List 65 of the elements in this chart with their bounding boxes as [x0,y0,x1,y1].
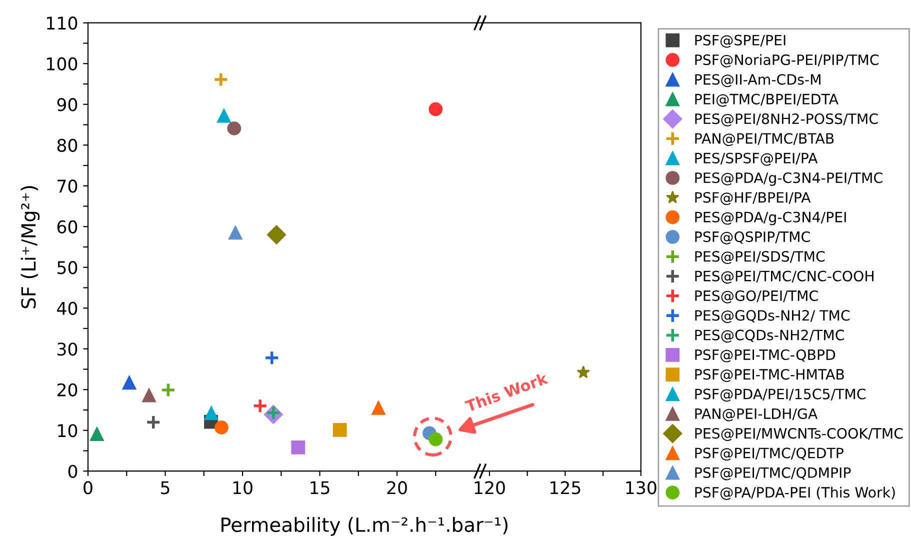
y-axis-title: SF (Li⁺/Mg²⁺) [20,186,40,308]
legend-label: PSF@PEI-TMC-QBPD [695,349,836,362]
point [264,350,280,366]
x-axis-title: Permeability (L.m⁻².h⁻¹.bar⁻¹) [222,517,508,536]
y-tick-label: 40 [57,302,78,315]
point [160,382,176,398]
y-tick-label: 0 [68,464,78,478]
point [227,121,242,136]
point [332,423,347,437]
point [428,102,443,116]
x-tick-label: 120 [474,481,505,494]
y-tick-label: 90 [57,98,78,112]
legend-label: PSF@PA/PDA-PEI (This Work) [695,486,895,500]
x-tick-label: 5 [161,481,170,494]
point [146,414,161,430]
point [372,400,386,415]
x-tick-label: 20 [387,481,407,494]
legend-label: PES@PEI/8NH2-POSS/TMC [695,113,878,126]
point [266,225,286,244]
legend-label: PSF@HF/BPEI/PA [695,192,811,206]
legend-label: PES/SPSF@PEI/PA [695,152,818,166]
point [204,406,218,420]
point [90,427,104,441]
legend-label: PES@GQDs-NH2/ TMC [695,310,850,323]
y-tick-label: 100 [47,57,78,70]
point [213,72,229,88]
y-tick-label: 20 [57,383,78,396]
x-tick-label: 0 [84,481,92,494]
y-tick-label: 110 [47,16,78,30]
point [252,398,268,414]
y-tick-label: 10 [58,424,78,438]
x-tick-label: 130 [626,481,656,494]
legend-label: PSF@NoriaPG-PEI/PIP/TMC [695,54,879,68]
x-tick-label: 15 [310,481,330,494]
legend-label: PSF@PEI-TMC-HMTAB [695,368,844,382]
point [291,440,306,454]
point [142,388,156,402]
legend-label: PSF@PDA/PEI/15C5/TMC [695,388,866,402]
x-tick-label: 125 [550,481,580,494]
y-tick-label: 60 [57,220,78,234]
legend-label: PSF@PEI/TMC/QDMPIP [695,467,851,480]
y-tick-label: 30 [58,342,78,356]
legend-label: PSF@QSPIP/TMC [695,231,810,244]
legend-label: PES@PDA/g-C3N4/PEI [695,212,846,226]
legend-label: PES@PEI/MWCNTs-COOK/TMC [695,428,903,441]
legend-label: PES@II-Am-CDs-M [695,74,820,88]
point [122,376,136,390]
legend-label: PEI@TMC/BPEI/EDTA [695,94,838,107]
point [214,420,228,434]
y-tick-label: 50 [58,261,78,274]
legend-label: PES@GO/PEI/TMC [695,290,818,304]
legend-label: PES@PEI/SDS/TMC [695,251,825,264]
point [217,108,231,123]
legend-label: PAN@PEI-LDH/GA [695,408,818,422]
y-tick-label: 70 [58,180,78,193]
x-tick-label: 10 [233,481,252,494]
annotation: This Work [464,372,549,412]
legend-label: PSF@SPE/PEI [695,34,786,48]
legend-label: PSF@PEI/TMC/QEDTP [695,448,844,461]
legend-label: PES@CQDs-NH2/TMC [695,330,844,343]
legend-label: PES@PEI/TMC/CNC-COOH [695,270,874,284]
legend-label: PES@PDA/g-C3N4-PEI/TMC [695,172,882,186]
legend-label: PAN@PEI/TMC/BTAB [695,133,834,146]
y-tick-label: 80 [57,138,78,152]
point [228,226,242,240]
